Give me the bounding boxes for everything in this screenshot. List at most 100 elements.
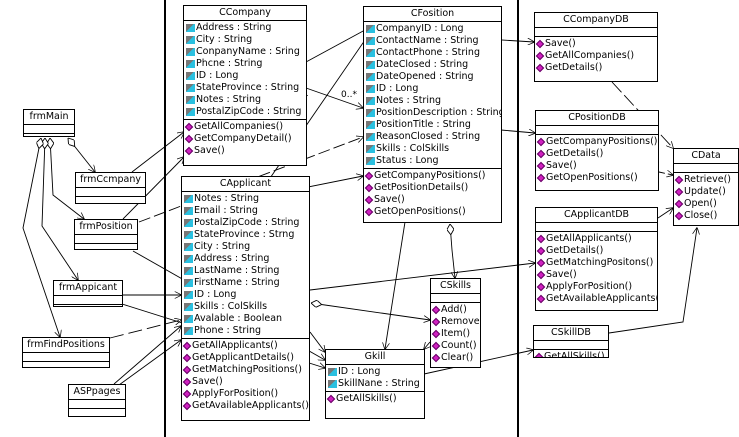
attribute[interactable]: ID : Long	[328, 366, 424, 378]
attribute[interactable]: CompanyID : Long	[366, 23, 501, 35]
class-name: frmPosition	[75, 220, 137, 235]
attribute[interactable]: PositionTitle : String	[366, 119, 501, 131]
class-frmfindpositions[interactable]: frmFindPositions	[22, 337, 110, 368]
method[interactable]: Clear()	[431, 352, 480, 364]
attribute[interactable]: ID : Long	[186, 70, 306, 82]
method[interactable]: GetDetails()	[536, 245, 657, 257]
attribute-icon	[184, 195, 193, 203]
attribute[interactable]: Phone : String	[184, 325, 309, 337]
class-capplicant[interactable]: CApplicant Notes : String Email : String Po…	[181, 176, 310, 421]
attribute[interactable]: Notes : String	[184, 193, 309, 205]
attribute-icon	[366, 25, 375, 33]
method[interactable]: Open()	[674, 198, 738, 210]
method[interactable]: GetOpenPositions()	[536, 172, 658, 184]
class-frmmain[interactable]: frmMain	[23, 109, 75, 137]
attribute[interactable]: Notes : String	[186, 94, 306, 106]
method[interactable]: Count()	[431, 340, 480, 352]
method[interactable]: Save()	[535, 38, 657, 50]
class-cskilldb[interactable]: CSkillDB GetAllSkills()	[533, 325, 609, 358]
attribute[interactable]: Phcne : String	[186, 58, 306, 70]
method[interactable]: GetAllSkills()	[326, 393, 424, 405]
attribute[interactable]: Address : String	[184, 253, 309, 265]
attribute[interactable]: ContactName : String	[366, 35, 501, 47]
attribute[interactable]: PositionDescription : String	[366, 107, 501, 119]
method[interactable]: Save()	[184, 145, 306, 157]
method-label: GetDetails()	[546, 245, 604, 256]
method-icon	[182, 377, 192, 387]
method[interactable]: Save()	[536, 269, 657, 281]
method[interactable]: GetAvailableApplicants()	[182, 400, 309, 412]
method[interactable]: Item()	[431, 328, 480, 340]
class-cposition[interactable]: CFosition CompanyID : Long ContactName : S…	[363, 6, 502, 223]
method[interactable]: Close()	[674, 210, 738, 222]
class-frmposition[interactable]: frmPosition	[74, 219, 138, 250]
class-capplicantdb[interactable]: CApplicantDB GetAllApplicants() GetDetails…	[535, 207, 658, 311]
class-cpositiondb[interactable]: CPositionDB GetCompanyPositions() GetDetai…	[535, 110, 659, 191]
class-frmcompany[interactable]: frmCcmpany	[75, 172, 146, 204]
method[interactable]: GetDetails()	[536, 148, 658, 160]
method[interactable]: GetAllApplicants()	[536, 233, 657, 245]
dependency	[657, 208, 673, 219]
attribute[interactable]: DateClosed : String	[366, 59, 501, 71]
attribute[interactable]: ContactPhone : String	[366, 47, 501, 59]
method-icon	[536, 282, 546, 292]
class-asppages[interactable]: ASPpages	[68, 384, 126, 417]
method-icon	[184, 146, 194, 156]
method-icon	[536, 294, 546, 304]
attribute[interactable]: PostalZipCode : String	[184, 217, 309, 229]
class-cskills[interactable]: CSkills Add()Remove()Item()Count()Clear()	[430, 278, 481, 368]
method[interactable]: Retrieve()	[674, 174, 738, 186]
attribute[interactable]: Skills : ColSkills	[184, 301, 309, 313]
method[interactable]: ApplyForPosition()	[536, 281, 657, 293]
method[interactable]: GetApplicantDetails()	[182, 352, 309, 364]
method[interactable]: Add()	[431, 304, 480, 316]
attribute[interactable]: DateOpened : String	[366, 71, 501, 83]
method[interactable]: GetMatchingPositions()	[182, 364, 309, 376]
class-ccompany[interactable]: CCompany Address : String City : String Con…	[183, 5, 307, 166]
attribute[interactable]: StateProvince : String	[186, 82, 306, 94]
attribute[interactable]: SkillNane : String	[328, 378, 424, 390]
attribute[interactable]: Address : String	[186, 22, 306, 34]
method[interactable]: Save()	[182, 376, 309, 388]
method[interactable]: GetDetails()	[535, 62, 657, 74]
attribute[interactable]: City : String	[186, 34, 306, 46]
method[interactable]: GetAvailableApplicants()	[536, 293, 657, 305]
method-label: Save()	[194, 145, 225, 156]
attribute[interactable]: Skills : ColSkills	[366, 143, 501, 155]
method[interactable]: GetCompanyPositions()	[536, 136, 658, 148]
method[interactable]: GetPositionDetails()	[364, 182, 501, 194]
class-cdata[interactable]: CData Retrieve() Update() Open() Close()	[673, 148, 739, 226]
method[interactable]: GetAllCompanies()	[535, 50, 657, 62]
method[interactable]: Save()	[364, 194, 501, 206]
attribute-icon	[184, 279, 193, 287]
method[interactable]: Update()	[674, 186, 738, 198]
attribute[interactable]: FirstName : String	[184, 277, 309, 289]
attribute[interactable]: City : String	[184, 241, 309, 253]
method-compartment	[75, 244, 137, 249]
attribute[interactable]: ID : Long	[184, 289, 309, 301]
method[interactable]: GetCompanyDetail()	[184, 133, 306, 145]
attribute[interactable]: LastName : String	[184, 265, 309, 277]
method[interactable]: Save()	[536, 160, 658, 172]
method[interactable]: GetOpenPositions()	[364, 206, 501, 218]
method[interactable]: Remove()	[431, 316, 480, 328]
attribute[interactable]: Email : String	[184, 205, 309, 217]
attribute-label: ID : Long	[338, 366, 381, 377]
method[interactable]: GetAllCompanies()	[184, 121, 306, 133]
class-ccompanydb[interactable]: CCompanyDB Save() GetAllCompanies() GetDeta…	[534, 12, 658, 82]
attribute[interactable]: ReasonClosed : String	[366, 131, 501, 143]
method[interactable]: GetCompanyPositions()	[364, 170, 501, 182]
method[interactable]: GetAllApplicants()	[182, 340, 309, 352]
attribute[interactable]: ConpanyName : Sring	[186, 46, 306, 58]
attribute[interactable]: Notes : String	[366, 95, 501, 107]
class-frmapplicant[interactable]: frmAppicant	[53, 280, 123, 307]
attribute[interactable]: ID : Long	[366, 83, 501, 95]
attribute[interactable]: StateProvince : Strng	[184, 229, 309, 241]
attribute[interactable]: Status : Long	[366, 155, 501, 167]
method[interactable]: GetAllSkills()	[534, 351, 608, 357]
method[interactable]: GetMatchingPositons()	[536, 257, 657, 269]
class-cskill[interactable]: Gkill ID : Long SkillNane : String GetAllSk…	[325, 349, 425, 419]
attribute[interactable]: PostalZipCode : String	[186, 106, 306, 118]
attribute[interactable]: Avalable : Boolean	[184, 313, 309, 325]
method[interactable]: ApplyForPosition()	[182, 388, 309, 400]
